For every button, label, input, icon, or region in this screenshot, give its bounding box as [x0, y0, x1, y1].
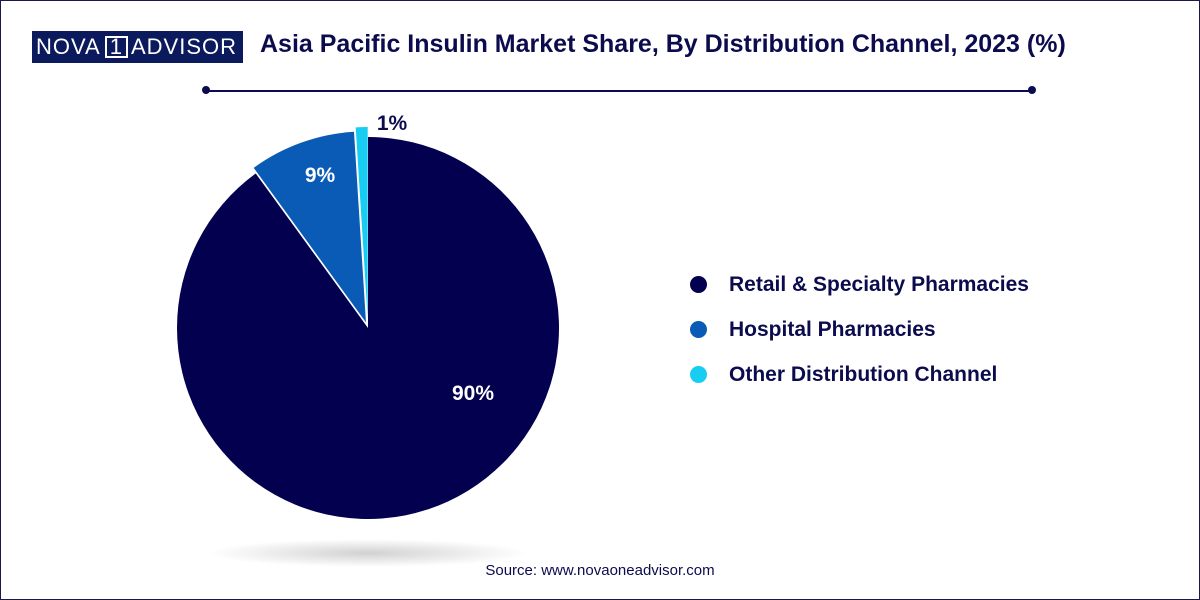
legend-swatch-hospital — [690, 321, 707, 338]
legend-swatch-other — [690, 366, 707, 383]
brand-logo: NOVA 1 ADVISOR — [32, 31, 243, 63]
legend-item-hospital: Hospital Pharmacies — [690, 307, 1029, 352]
pie-label-other: 1% — [377, 112, 408, 135]
title-divider — [206, 90, 1032, 92]
logo-text-right: ADVISOR — [128, 31, 243, 63]
pie-slice-retail — [177, 137, 560, 519]
legend-label-hospital: Hospital Pharmacies — [729, 317, 936, 341]
logo-mark: 1 — [104, 36, 128, 58]
pie-label-hospital: 9% — [305, 164, 336, 187]
legend-item-other: Other Distribution Channel — [690, 352, 1029, 397]
legend: Retail & Specialty Pharmacies Hospital P… — [690, 262, 1029, 397]
logo-text-left: NOVA — [32, 31, 104, 63]
chart-title: Asia Pacific Insulin Market Share, By Di… — [260, 30, 1066, 58]
legend-item-retail: Retail & Specialty Pharmacies — [690, 262, 1029, 307]
legend-label-retail: Retail & Specialty Pharmacies — [729, 272, 1029, 296]
source-note: Source: www.novaoneadvisor.com — [485, 562, 715, 579]
pie-slice-hospital — [253, 131, 366, 323]
pie-shadow — [208, 539, 528, 567]
divider-dot-right — [1028, 86, 1036, 94]
pie-slice-other — [355, 127, 368, 319]
legend-swatch-retail — [690, 276, 707, 293]
pie-label-retail: 90% — [452, 382, 494, 405]
divider-dot-left — [202, 86, 210, 94]
legend-label-other: Other Distribution Channel — [729, 362, 998, 386]
